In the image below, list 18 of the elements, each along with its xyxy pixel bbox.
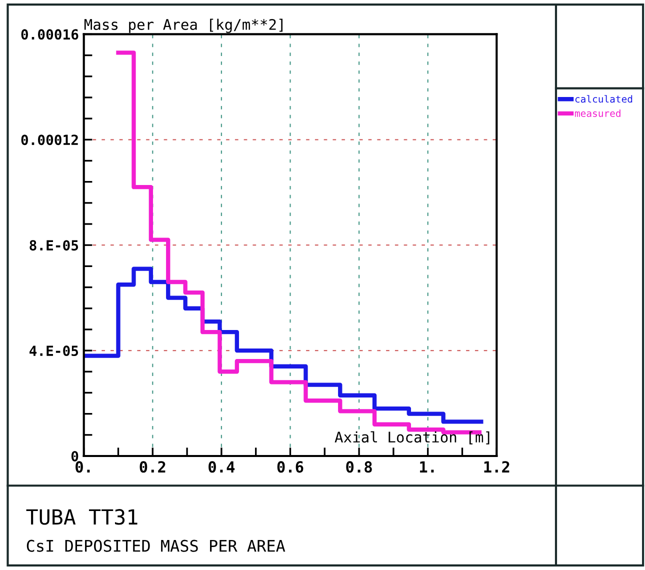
- y-tick-label: 4.E-05: [30, 346, 78, 356]
- y-tick-label: 0.00012: [21, 134, 78, 146]
- x-tick-label: 0.8: [346, 461, 372, 473]
- x-tick-label: 0.: [76, 461, 90, 473]
- x-tick-label: 1.2: [484, 461, 510, 472]
- x-tick-label: 1.: [420, 461, 434, 472]
- text: TUBA TT31: [26, 509, 138, 525]
- x-axis-title: Axial Location [m]: [334, 431, 490, 444]
- y-tick-label: 8.E-05: [30, 240, 78, 251]
- y-axis-title: Mass per Area [kg/m**2]: [84, 18, 282, 33]
- y-tick-label: 0: [71, 450, 78, 462]
- x-tick-label: 0.6: [277, 461, 304, 473]
- text: CsI DEPOSITED MASS PER AREA: [26, 540, 286, 552]
- y-tick-label: 0.00016: [21, 29, 78, 40]
- x-tick-label: 0.4: [208, 461, 235, 473]
- legend-label: measured: [574, 109, 620, 117]
- x-tick-label: 0.2: [140, 461, 166, 473]
- legend-label: calculated: [575, 95, 632, 103]
